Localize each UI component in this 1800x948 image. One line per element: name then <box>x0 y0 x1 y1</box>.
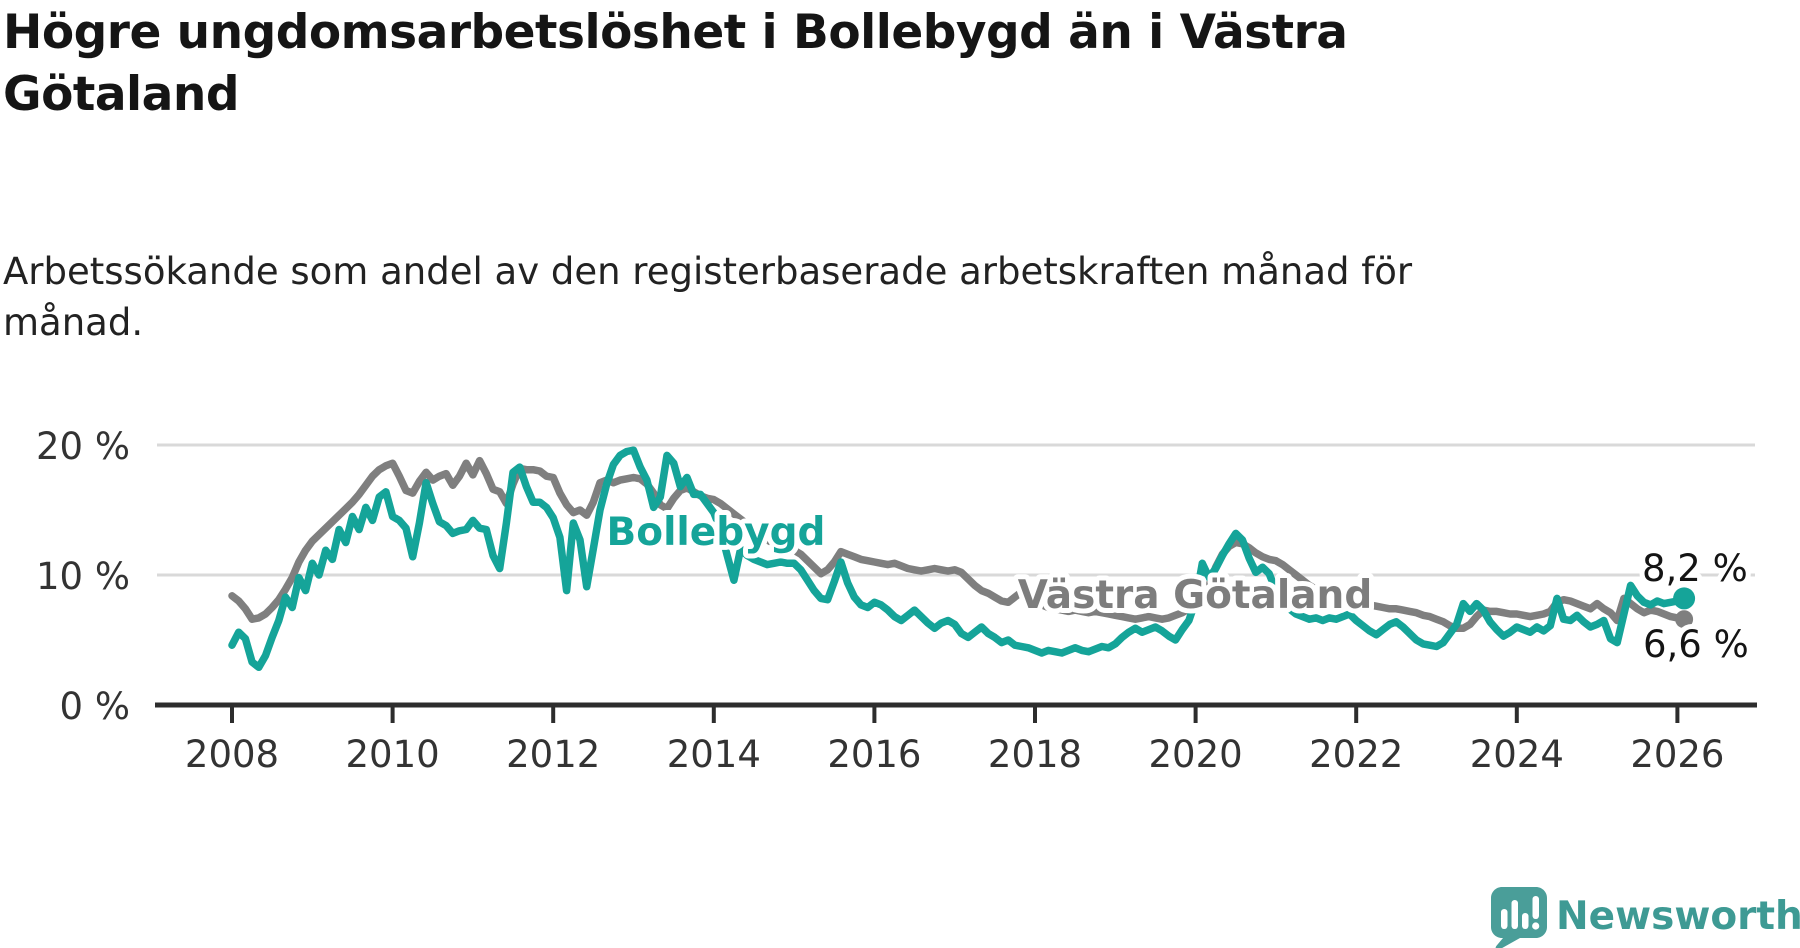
x-tick-label-2026: 2026 <box>1630 733 1724 776</box>
x-tick-label-2010: 2010 <box>346 733 440 776</box>
newsworthy-icon <box>1491 887 1547 948</box>
page-title: Högre ungdomsarbetslöshet i Bollebygd än… <box>3 5 1348 122</box>
logo-bar-1 <box>1501 909 1508 929</box>
x-tick-label-2016: 2016 <box>827 733 921 776</box>
axis-layer: 0 % 10 % 20 % 2008 2010 2012 2014 2016 2018 2020 2… <box>36 425 1757 776</box>
series-line-bollebygd <box>228 446 1688 672</box>
series-labels-layer: Västra Götaland Bollebygd <box>602 505 1378 623</box>
y-tick-label-20: 20 % <box>36 425 130 468</box>
series-label-vastra-gotaland: Västra Götaland <box>1018 573 1373 618</box>
logo-bar-3 <box>1522 913 1529 929</box>
series-label-bollebygd: Bollebygd <box>607 510 826 555</box>
newsworthy-logo: Newsworthy <box>1491 887 1800 948</box>
x-tick-label-2022: 2022 <box>1309 733 1403 776</box>
end-dot-bollebygd <box>1673 587 1696 610</box>
end-value-label-vastra-gotaland: 6,6 % <box>1643 623 1749 666</box>
end-dot-v-stra-g-taland <box>1675 610 1694 629</box>
y-tick-label-0: 0 % <box>60 685 130 728</box>
x-tick-label-2014: 2014 <box>667 733 761 776</box>
x-tick-label-2024: 2024 <box>1470 733 1564 776</box>
y-tick-label-10: 10 % <box>36 555 130 598</box>
end-value-labels-layer: 8,2 % 6,6 % <box>1637 542 1754 671</box>
logo-exclamation-bar <box>1532 896 1539 919</box>
speech-bubble-shape <box>1491 887 1547 948</box>
x-tick-label-2012: 2012 <box>506 733 600 776</box>
x-tick-label-2020: 2020 <box>1149 733 1243 776</box>
end-value-label-bollebygd: 8,2 % <box>1642 547 1748 590</box>
logo-bar-2 <box>1511 900 1518 929</box>
gridlines-layer <box>157 443 1755 577</box>
logo-exclamation-dot <box>1532 922 1540 930</box>
newsworthy-logo-text: Newsworthy <box>1556 894 1800 939</box>
series-line-v-stra-g-taland <box>228 456 1688 633</box>
page-subtitle: Arbetssökande som andel av den registerb… <box>3 250 1413 344</box>
x-tick-label-2018: 2018 <box>988 733 1082 776</box>
x-tick-label-2008: 2008 <box>185 733 279 776</box>
series-lines-layer <box>228 446 1688 672</box>
end-dots-layer <box>1673 587 1696 629</box>
